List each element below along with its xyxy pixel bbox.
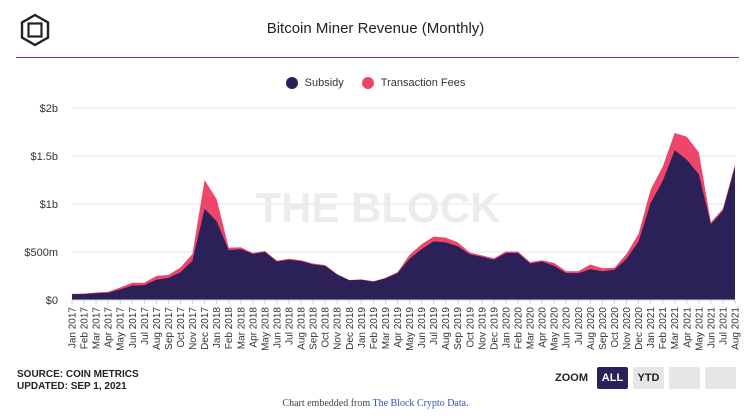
- x-tick-label: Nov 2020: [622, 307, 633, 350]
- x-tick-label: Nov 2019: [477, 307, 488, 350]
- x-tick-label: Jun 2021: [706, 307, 717, 349]
- x-tick-label: Oct 2017: [176, 307, 187, 348]
- x-tick-label: Mar 2021: [670, 307, 681, 350]
- x-tick-label: Jul 2017: [140, 307, 151, 345]
- x-tick-label: Aug 2017: [152, 307, 163, 350]
- x-tick-label: Apr 2020: [538, 307, 549, 348]
- x-tick-label: Dec 2019: [489, 307, 500, 350]
- x-tick-label: Feb 2017: [80, 307, 91, 350]
- legend-swatch-subsidy: [285, 77, 298, 89]
- x-tick-label: Jul 2021: [718, 307, 729, 345]
- x-tick-label: Oct 2018: [321, 307, 332, 348]
- watermark-text: THE BLOCK: [256, 184, 501, 231]
- x-tick-label: Jul 2018: [285, 307, 296, 345]
- x-tick-label: Feb 2020: [514, 307, 525, 350]
- x-tick-label: Oct 2020: [610, 307, 621, 348]
- x-tick-label: Jun 2020: [562, 307, 573, 349]
- legend-label-transaction-fees: Transaction Fees: [380, 77, 466, 89]
- x-tick-label: Sep 2019: [453, 307, 464, 350]
- x-tick-label: Sep 2018: [309, 307, 320, 350]
- embed-suffix: .: [466, 398, 469, 409]
- series-areas: [72, 133, 735, 300]
- x-tick-label: Feb 2019: [369, 307, 380, 350]
- x-tick-label: Jul 2019: [429, 307, 440, 345]
- embed-prefix: Chart embedded from: [282, 398, 373, 409]
- x-tick-label: Aug 2020: [586, 307, 597, 350]
- y-tick-label: $1.5b: [30, 151, 58, 163]
- source-note: SOURCE: COIN METRICS UPDATED: SEP 1, 202…: [17, 369, 139, 393]
- zoom-controls: ZOOM ALL YTD: [555, 367, 736, 389]
- x-tick-label: May 2018: [260, 307, 271, 351]
- x-tick-label: Aug 2021: [731, 307, 742, 350]
- zoom-all-button[interactable]: ALL: [597, 367, 628, 389]
- x-tick-label: Sep 2020: [598, 307, 609, 350]
- x-tick-label: Mar 2017: [92, 307, 103, 350]
- y-tick-label: $2b: [40, 103, 58, 115]
- series-area-subsidy: [72, 150, 735, 300]
- x-tick-label: Jan 2021: [646, 307, 657, 349]
- legend-label-subsidy: Subsidy: [304, 77, 344, 89]
- x-tick-label: Jun 2017: [128, 307, 139, 349]
- x-tick-label: May 2017: [116, 307, 127, 351]
- x-tick-label: Dec 2020: [634, 307, 645, 350]
- zoom-label: ZOOM: [555, 372, 588, 384]
- x-tick-label: Apr 2017: [104, 307, 115, 348]
- legend-item-subsidy[interactable]: Subsidy: [285, 77, 344, 89]
- x-tick-label: Mar 2018: [236, 307, 247, 350]
- x-tick-label: Apr 2018: [248, 307, 259, 348]
- zoom-blank-button-1[interactable]: [669, 367, 700, 389]
- x-tick-label: Nov 2017: [188, 307, 199, 350]
- legend-item-transaction-fees[interactable]: Transaction Fees: [361, 77, 466, 89]
- embed-link[interactable]: The Block Crypto Data: [372, 398, 467, 409]
- y-tick-label: $1b: [40, 199, 58, 211]
- source-text: SOURCE: COIN METRICS: [17, 369, 139, 380]
- x-tick-label: Apr 2021: [682, 307, 693, 348]
- chart-title: Bitcoin Miner Revenue (Monthly): [266, 20, 485, 37]
- updated-text: UPDATED: SEP 1, 2021: [17, 381, 127, 392]
- legend-swatch-transaction-fees: [361, 77, 374, 89]
- y-axis: $0 $500m $1b $1.5b $2b: [24, 103, 58, 307]
- x-tick-label: May 2021: [694, 307, 705, 351]
- x-tick-label: Feb 2021: [658, 307, 669, 350]
- x-tick-label: Jan 2020: [502, 307, 513, 349]
- x-tick-label: Dec 2017: [200, 307, 211, 350]
- x-tick-label: Jan 2017: [68, 307, 79, 349]
- y-tick-label: $500m: [24, 247, 58, 259]
- x-tick-label: Aug 2018: [297, 307, 308, 350]
- x-tick-label: Jan 2018: [212, 307, 223, 349]
- chart-legend: Subsidy Transaction Fees: [0, 77, 751, 89]
- x-tick-label: Oct 2019: [465, 307, 476, 348]
- x-tick-label: Feb 2018: [224, 307, 235, 350]
- x-tick-label: Mar 2019: [381, 307, 392, 350]
- x-tick-label: Jan 2019: [357, 307, 368, 349]
- x-tick-label: Jun 2018: [272, 307, 283, 349]
- embed-note: Chart embedded from The Block Crypto Dat…: [0, 398, 751, 409]
- x-tick-label: May 2020: [550, 307, 561, 351]
- x-tick-label: Jun 2019: [417, 307, 428, 349]
- zoom-ytd-button[interactable]: YTD: [633, 367, 664, 389]
- the-block-logo-icon: [20, 13, 50, 47]
- x-tick-label: Sep 2017: [164, 307, 175, 350]
- x-tick-label: Dec 2018: [345, 307, 356, 350]
- x-axis: Jan 2017 Feb 2017 Mar 2017 Apr 2017 May 2017…: [68, 299, 742, 351]
- zoom-blank-button-2[interactable]: [705, 367, 736, 389]
- x-tick-label: Jul 2020: [574, 307, 585, 345]
- header-divider: [16, 57, 739, 58]
- x-tick-label: Nov 2018: [333, 307, 344, 350]
- y-tick-label: $0: [46, 295, 58, 307]
- x-tick-label: Aug 2019: [441, 307, 452, 350]
- x-tick-label: May 2019: [405, 307, 416, 351]
- x-tick-label: Apr 2019: [393, 307, 404, 348]
- x-tick-label: Mar 2020: [526, 307, 537, 350]
